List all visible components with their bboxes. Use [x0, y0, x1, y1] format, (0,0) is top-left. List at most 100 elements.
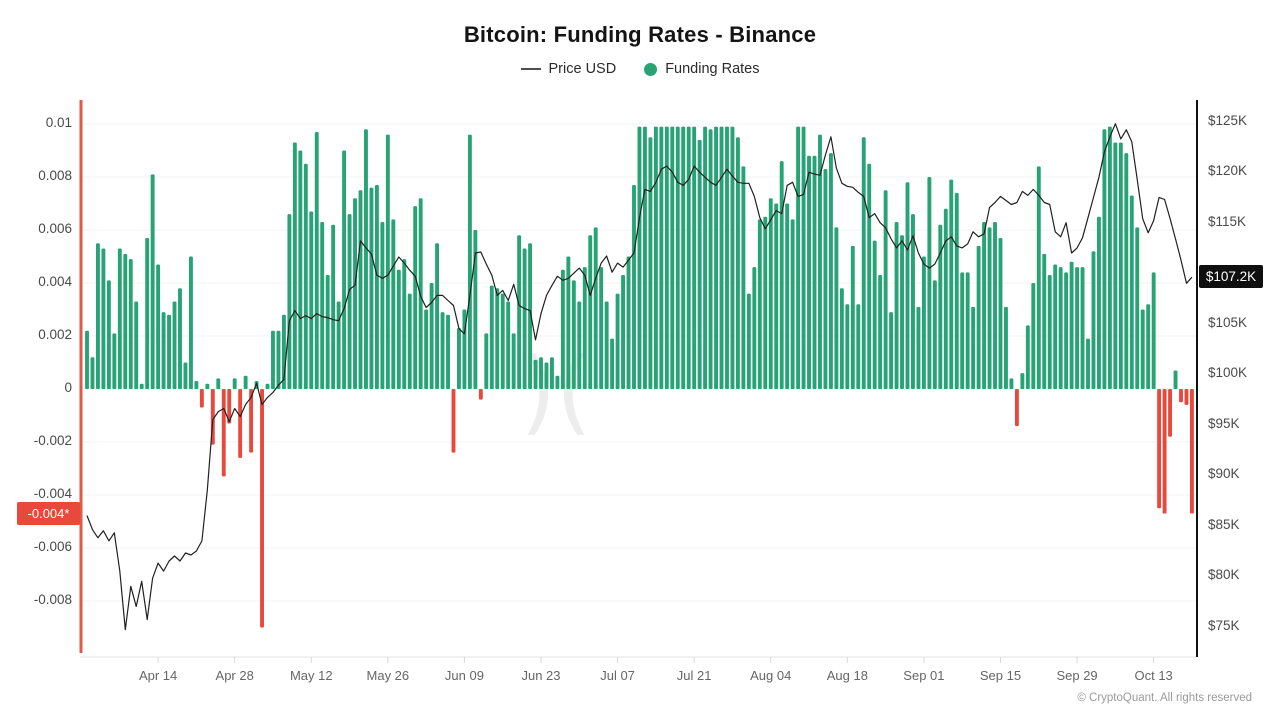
- y-right-tick-label: $120K: [1208, 163, 1248, 179]
- funding-bar: [828, 153, 833, 389]
- funding-bar: [353, 198, 357, 389]
- legend-item-price[interactable]: Price USD: [520, 61, 617, 77]
- funding-bar: [342, 150, 347, 389]
- funding-bar: [686, 126, 691, 390]
- funding-bar: [331, 224, 336, 389]
- y-right-tick-label: $95K: [1208, 415, 1240, 431]
- funding-bar: [648, 137, 653, 389]
- funding-bar: [298, 150, 303, 389]
- funding-bar: [1064, 272, 1069, 389]
- funding-bar: [801, 126, 806, 390]
- funding-bar: [889, 312, 894, 389]
- legend-item-funding[interactable]: Funding Rates: [644, 61, 760, 77]
- funding-bar: [943, 208, 948, 389]
- funding-bar: [446, 314, 450, 389]
- funding-bar: [757, 219, 762, 389]
- funding-bar: [292, 142, 297, 389]
- funding-bar: [1129, 195, 1134, 389]
- x-tick-label: Sep 29: [1056, 668, 1098, 683]
- funding-bar: [872, 240, 877, 389]
- price-line-icon: [520, 68, 541, 70]
- funding-bar: [697, 139, 702, 389]
- funding-bar: [982, 222, 987, 389]
- y-right-tick-label: $115K: [1208, 213, 1247, 229]
- y-right-tick-label: $85K: [1208, 516, 1240, 532]
- funding-bar: [1097, 216, 1101, 389]
- funding-bar: [506, 301, 511, 389]
- funding-bar: [227, 389, 232, 424]
- y-left-tick-label: -0.002: [33, 433, 72, 448]
- funding-bar: [571, 280, 576, 389]
- funding-bar: [1025, 325, 1030, 389]
- funding-bar: [1102, 129, 1107, 390]
- y-left-tick-label: 0: [64, 380, 72, 395]
- funding-bar: [495, 288, 500, 389]
- funding-bar: [1140, 309, 1145, 389]
- x-tick-label: Jul 21: [676, 668, 712, 683]
- funding-bar: [457, 328, 461, 389]
- funding-bar: [139, 383, 144, 389]
- funding-bar: [735, 137, 740, 389]
- funding-bar: [725, 126, 729, 390]
- y-left-tick-label: 0.008: [38, 168, 72, 183]
- funding-bar: [489, 285, 494, 389]
- funding-bar: [435, 243, 440, 389]
- y-left-tick-label: 0.002: [38, 327, 72, 342]
- funding-bar: [440, 312, 445, 389]
- funding-bar: [1091, 251, 1096, 389]
- funding-bar: [117, 248, 122, 389]
- funding-bar: [85, 330, 89, 389]
- x-tick-label: Jun 09: [444, 668, 484, 683]
- funding-bar: [1107, 126, 1112, 390]
- x-tick-label: Apr 14: [138, 668, 178, 683]
- funding-bar: [916, 306, 921, 389]
- funding-bar: [106, 280, 111, 389]
- funding-bar: [867, 163, 872, 389]
- funding-bar: [610, 338, 615, 389]
- funding-bar: [95, 243, 100, 389]
- x-tick-label: Sep 01: [903, 668, 945, 683]
- funding-bar: [238, 389, 243, 458]
- funding-bar: [921, 256, 926, 389]
- funding-bar: [484, 333, 489, 389]
- price-line: [86, 123, 1193, 631]
- funding-bar: [287, 214, 292, 389]
- funding-bar: [1009, 378, 1014, 389]
- funding-bar: [834, 227, 839, 389]
- funding-bar: [637, 126, 642, 390]
- funding-bar: [314, 131, 319, 389]
- funding-bar: [216, 378, 221, 389]
- funding-bar: [522, 248, 527, 389]
- funding-bar: [199, 389, 204, 408]
- funding-bar: [178, 288, 182, 389]
- funding-bar: [883, 190, 888, 389]
- funding-bar: [807, 155, 811, 389]
- funding-bar: [123, 253, 128, 389]
- funding-bar: [588, 235, 593, 389]
- funding-bar: [1053, 264, 1058, 389]
- y-left-tick-label: -0.008: [33, 592, 72, 607]
- funding-bar: [730, 126, 735, 390]
- funding-bar: [1179, 389, 1183, 403]
- funding-bar: [670, 126, 675, 390]
- funding-bar: [681, 126, 686, 390]
- funding-bar: [1135, 227, 1140, 389]
- funding-bar: [128, 259, 133, 389]
- funding-bar: [364, 129, 368, 390]
- funding-bar: [1047, 275, 1052, 389]
- funding-bar: [642, 126, 647, 390]
- y-left-tick-label: 0.01: [45, 115, 72, 130]
- funding-bar: [473, 230, 478, 389]
- funding-bar: [1004, 306, 1008, 389]
- funding-bar: [358, 190, 363, 389]
- funding-bar: [467, 134, 472, 389]
- funding-bar: [1042, 253, 1047, 389]
- funding-bar: [927, 177, 932, 389]
- funding-bar: [1151, 272, 1156, 389]
- legend-label-price: Price USD: [548, 61, 617, 77]
- funding-bar: [249, 389, 254, 453]
- funding-bar: [550, 357, 554, 389]
- funding-bar: [615, 293, 620, 389]
- funding-bar: [703, 126, 708, 390]
